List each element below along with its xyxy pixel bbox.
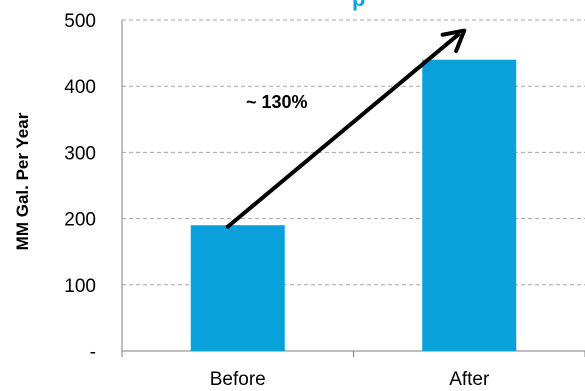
y-tick-label-400: 400 [64, 77, 96, 98]
arrow-shaft [225, 32, 461, 229]
y-tick-label-0: - [90, 342, 96, 363]
growth-annotation: ~ 130% [246, 92, 308, 112]
y-axis-label: MM Gal. Per Year [13, 112, 32, 250]
y-tick-label-500: 500 [64, 11, 96, 32]
y-tick-label-100: 100 [64, 276, 96, 297]
x-tick-label-after: After [449, 369, 490, 390]
tick-labels: - 100 200 300 400 500 Before After [64, 11, 490, 390]
bars [190, 59, 517, 351]
y-tick-label-200: 200 [64, 210, 96, 231]
bar-before [190, 225, 285, 351]
bar-after [422, 59, 517, 351]
x-tick-label-before: Before [210, 369, 266, 390]
growth-arrow [225, 28, 467, 229]
arrow-head [440, 28, 467, 53]
y-tick-label-300: 300 [64, 143, 96, 164]
chart-title-fragment: p [352, 0, 365, 11]
